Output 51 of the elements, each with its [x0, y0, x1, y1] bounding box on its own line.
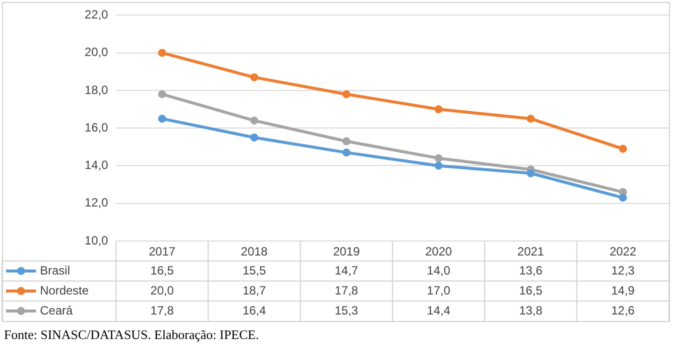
point: [158, 114, 166, 123]
data-label: 12,6: [611, 303, 635, 318]
x-tick-label: 2019: [333, 244, 360, 259]
y-tick-label: 22,0: [84, 8, 108, 22]
data-label: 14,0: [426, 263, 451, 278]
data-label: 12,3: [611, 263, 635, 278]
point: [618, 144, 627, 153]
point: [618, 194, 627, 202]
data-label: 13,6: [519, 263, 543, 278]
x-tick-label: 2021: [517, 244, 544, 259]
y-tick-label: 18,0: [84, 82, 108, 97]
point: [526, 169, 535, 178]
point: [434, 162, 443, 170]
y-tick-label: 12,0: [84, 196, 108, 210]
data-label: 14,7: [334, 263, 358, 278]
point: [434, 154, 443, 162]
legend-label: Brasil: [40, 263, 70, 278]
data-label: 14,9: [611, 283, 635, 298]
data-label: 16,5: [150, 263, 174, 278]
y-tick-label: 16,0: [84, 120, 108, 134]
y-tick-label: 20,0: [84, 45, 108, 60]
x-tick-label: 2017: [148, 244, 176, 259]
x-tick-label: 2022: [610, 244, 637, 259]
data-label: 18,7: [242, 283, 266, 298]
x-tick-label: 2020: [425, 244, 452, 259]
data-label: 20,0: [150, 283, 174, 298]
data-label: 17,8: [150, 303, 174, 318]
data-label: 17,0: [426, 283, 451, 298]
point: [158, 90, 166, 98]
point: [526, 114, 535, 123]
source-note: Fonte: SINASC/DATASUS. Elaboração: IPECE.: [4, 327, 260, 343]
x-tick-label: 2018: [240, 244, 268, 259]
data-label: 15,3: [334, 303, 358, 318]
point: [342, 90, 350, 98]
y-tick-label: 14,0: [84, 158, 108, 172]
point: [434, 105, 443, 114]
data-label: 17,8: [334, 283, 358, 298]
point: [250, 116, 258, 125]
y-tick-label: 10,0: [84, 233, 108, 248]
data-label: 13,8: [519, 303, 543, 318]
point: [158, 48, 166, 57]
legend-label: Ceará: [40, 303, 74, 318]
data-label: 14,4: [426, 303, 451, 318]
point: [342, 148, 350, 157]
point: [342, 137, 350, 146]
point: [250, 134, 258, 142]
point: [250, 73, 258, 82]
data-label: 16,4: [242, 303, 266, 318]
data-label: 15,5: [242, 263, 266, 278]
data-label: 16,5: [519, 283, 543, 298]
legend-label: Nordeste: [40, 283, 90, 298]
